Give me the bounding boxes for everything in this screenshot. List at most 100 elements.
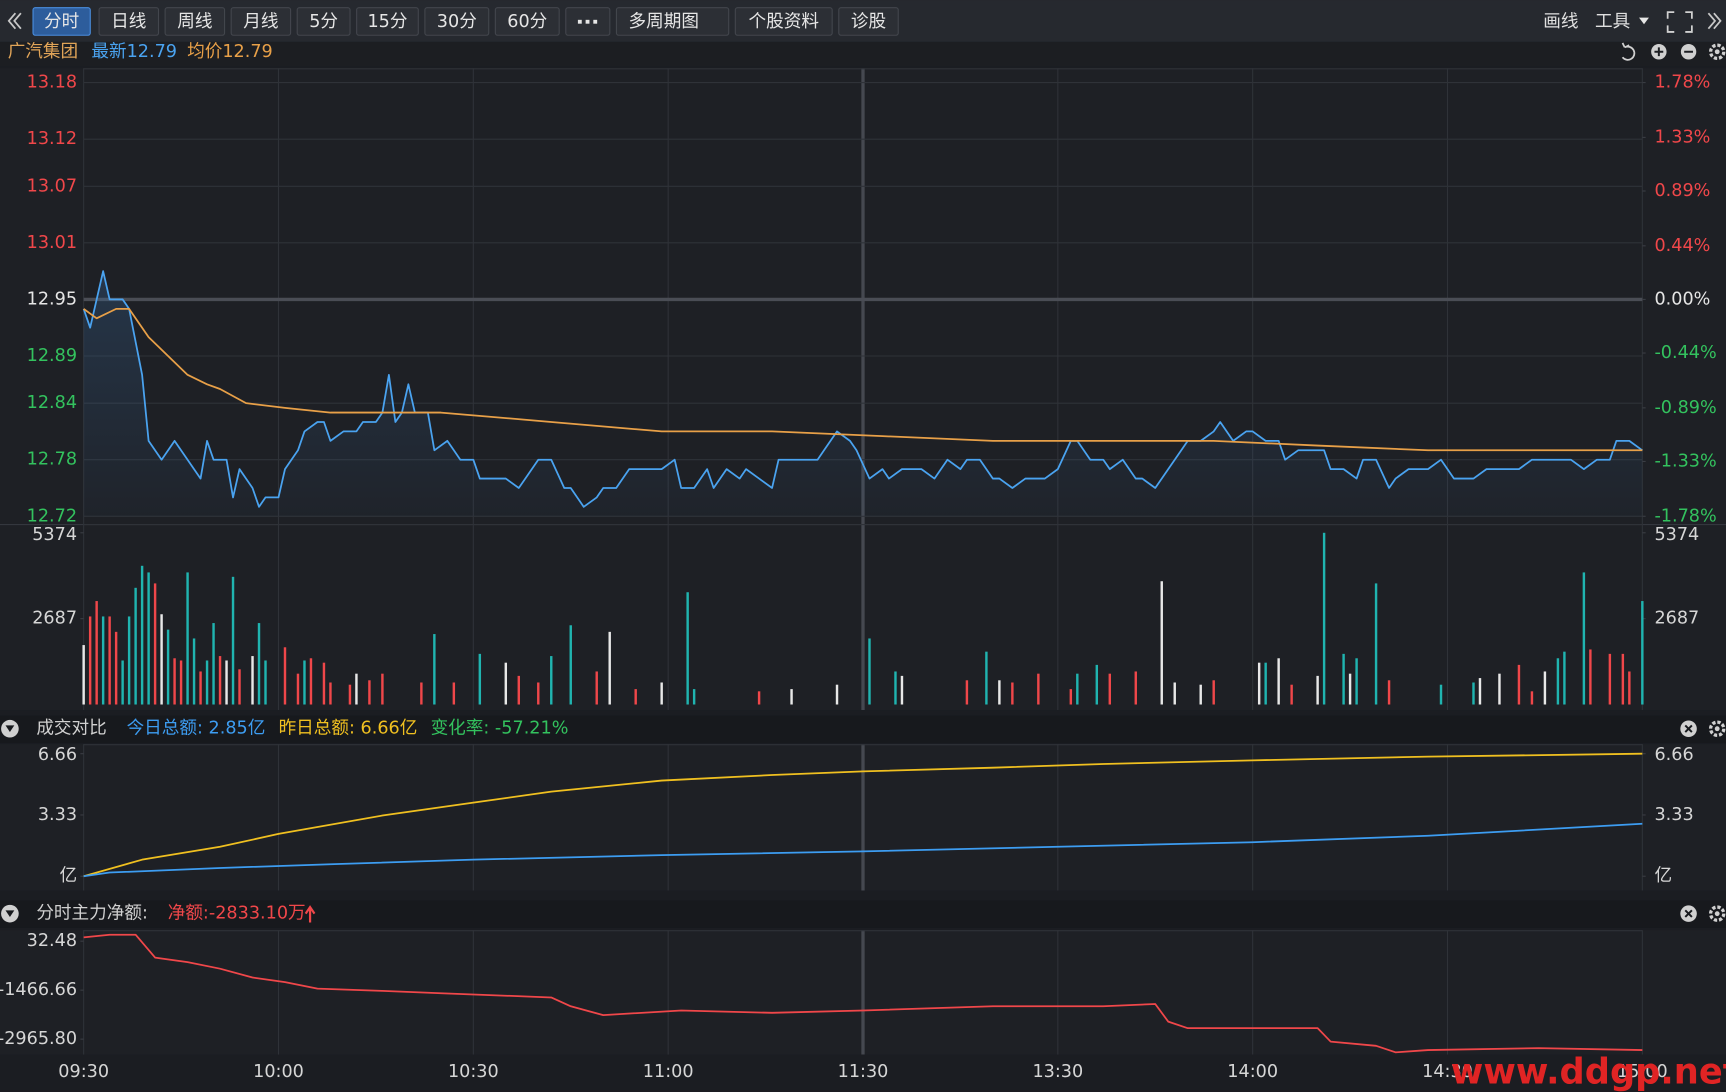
- volume-bar: [88, 616, 92, 705]
- volume-bar: [692, 689, 696, 705]
- volume-bar: [1212, 680, 1215, 705]
- x-tick-label: 10:30: [448, 1062, 499, 1082]
- volume-bar: [478, 653, 482, 705]
- x-tick-label: 11:30: [838, 1062, 889, 1082]
- y-tick-label: 12.72: [27, 506, 77, 526]
- volume-bar: [186, 572, 189, 705]
- volume-bar: [1478, 678, 1482, 705]
- tab-button[interactable]: [615, 7, 730, 36]
- volume-bar: [1556, 658, 1560, 705]
- tab-label[interactable]: 60分: [507, 12, 547, 32]
- volume-bar: [238, 669, 241, 705]
- tab-label[interactable]: 月线: [243, 12, 278, 32]
- volume-bar: [1608, 653, 1612, 705]
- tab-button[interactable]: [494, 7, 560, 36]
- compare-header: [0, 715, 1726, 744]
- tab-button[interactable]: [356, 7, 419, 36]
- volume-bar: [1582, 572, 1586, 705]
- dropdown-arrow[interactable]: [1639, 17, 1649, 25]
- tab-button[interactable]: [98, 7, 160, 36]
- volume-bar: [264, 660, 267, 705]
- volume-bar: [1472, 682, 1475, 705]
- tab-button[interactable]: [734, 7, 833, 36]
- volume-bar: [608, 631, 611, 705]
- tab-button[interactable]: [230, 7, 292, 36]
- volume-bar: [114, 631, 118, 705]
- close-panel-icon[interactable]: [1680, 905, 1697, 922]
- tab-button[interactable]: [164, 7, 226, 36]
- zoom-out-icon[interactable]: [1680, 44, 1697, 60]
- volume-bar: [1264, 662, 1267, 705]
- settings-icon[interactable]: [1708, 43, 1726, 61]
- volume-bar: [1277, 658, 1280, 705]
- volume-bar: [121, 660, 124, 705]
- volume-bar: [1628, 671, 1631, 705]
- y2-tick-label: 0.89%: [1654, 181, 1710, 201]
- volume-bar: [225, 660, 228, 705]
- volume-bar: [1439, 684, 1443, 705]
- volume-bar: [329, 682, 332, 705]
- fullscreen-icon[interactable]: [1666, 11, 1693, 33]
- tool-label[interactable]: 画线: [1543, 12, 1578, 32]
- collapse-panel-icon[interactable]: [1, 719, 19, 738]
- volume-bar: [296, 673, 300, 705]
- up-arrow-icon: [304, 905, 316, 923]
- volume-bar: [1530, 691, 1534, 705]
- volume-bar: [1134, 671, 1137, 705]
- volume-bar: [1069, 689, 1073, 705]
- volume-bar: [1037, 673, 1040, 705]
- tab-label[interactable]: 周线: [177, 12, 212, 32]
- volume-bar: [900, 675, 904, 705]
- volume-bar: [166, 629, 170, 705]
- tab-label[interactable]: 5分: [309, 12, 338, 32]
- tool-label[interactable]: 工具: [1595, 12, 1630, 32]
- x-tick-label: 14:30: [1422, 1062, 1473, 1082]
- collapse-panel-icon[interactable]: [1, 904, 19, 923]
- latest-price: 最新12.79: [91, 42, 177, 62]
- volume-bar: [218, 656, 222, 705]
- volume-bar: [212, 623, 215, 705]
- y2-tick-label: 2687: [1654, 609, 1699, 629]
- y-tick-label: 12.78: [27, 450, 77, 470]
- tab-button[interactable]: [32, 7, 91, 36]
- more-icon[interactable]: [577, 19, 598, 24]
- tab-label[interactable]: 日线: [111, 12, 146, 32]
- volume-bar: [309, 658, 313, 705]
- volume-bar: [1173, 682, 1176, 705]
- volume-bar: [1316, 675, 1319, 705]
- tab-button[interactable]: [296, 7, 351, 36]
- y-tick-label: -2965.80: [0, 1029, 77, 1049]
- close-panel-icon[interactable]: [1680, 720, 1697, 737]
- settings-icon[interactable]: [1708, 720, 1726, 737]
- volume-bar: [251, 656, 254, 705]
- x-tick-label: 11:00: [643, 1062, 694, 1082]
- reset-icon[interactable]: [1621, 42, 1636, 61]
- y-tick-label: 6.66: [38, 745, 77, 765]
- expand-icon[interactable]: [1707, 12, 1722, 30]
- tab-label[interactable]: 分时: [44, 12, 79, 32]
- y-tick-label: 13.07: [27, 176, 77, 196]
- zoom-in-icon[interactable]: [1651, 44, 1667, 60]
- tab-label[interactable]: 多周期图: [629, 12, 699, 32]
- y2-tick-label: -0.44%: [1654, 343, 1716, 363]
- x-tick-label: 14:00: [1227, 1062, 1278, 1082]
- y2-tick-label: 6.66: [1654, 745, 1693, 765]
- tab-label[interactable]: 诊股: [851, 12, 886, 32]
- tab-label[interactable]: 30分: [437, 12, 477, 32]
- volume-bar: [537, 682, 540, 705]
- y2-tick-label: 5374: [1654, 525, 1699, 545]
- volume-bar: [368, 680, 371, 705]
- tab-label[interactable]: 个股资料: [749, 12, 819, 32]
- tab-label[interactable]: 15分: [367, 12, 407, 32]
- tab-button[interactable]: [424, 7, 490, 36]
- settings-icon[interactable]: [1708, 905, 1726, 922]
- collapse-icon[interactable]: [7, 12, 22, 30]
- panel-annotation: 净额:-2833.10万: [168, 904, 306, 924]
- tab-button[interactable]: [838, 7, 899, 36]
- series-line: [83, 822, 1643, 878]
- volume-bar: [1374, 583, 1378, 705]
- volume-bar: [160, 614, 163, 705]
- volume-bar: [1011, 682, 1014, 705]
- y2-tick-label: 1.78%: [1654, 73, 1710, 93]
